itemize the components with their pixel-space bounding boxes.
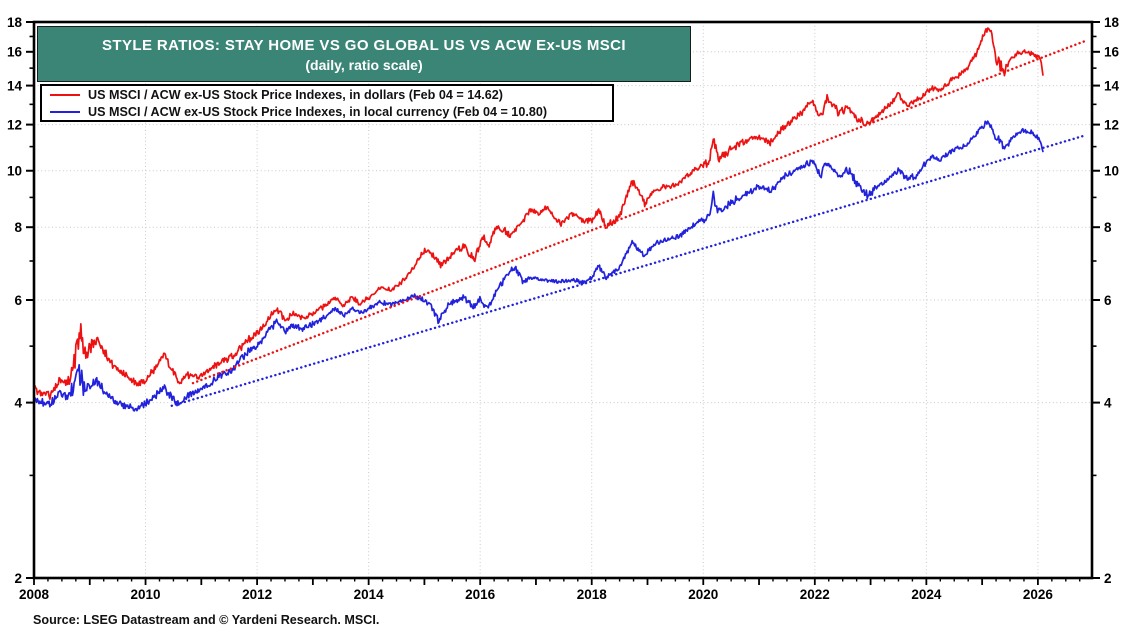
x-axis-label: 2018 — [577, 587, 608, 602]
x-axis-label: 2020 — [688, 587, 718, 602]
trendline-local-currency — [170, 134, 1087, 407]
legend-label-dollars: US MSCI / ACW ex-US Stock Price Indexes,… — [88, 87, 503, 102]
x-axis-label: 2026 — [1023, 587, 1054, 602]
x-axis-label: 2012 — [242, 587, 272, 602]
y-axis-label-left: 2 — [14, 571, 22, 586]
x-axis-label: 2010 — [131, 587, 161, 602]
chart-title-box: STYLE RATIOS: STAY HOME VS GO GLOBAL US … — [37, 26, 691, 82]
y-axis-label-left: 16 — [7, 45, 23, 60]
source-note: Source: LSEG Datastream and © Yardeni Re… — [33, 613, 380, 627]
y-axis-label-right: 4 — [1104, 395, 1112, 410]
chart-subtitle: (daily, ratio scale) — [305, 57, 423, 74]
y-axis-label-left: 8 — [14, 220, 22, 235]
y-axis-label-right: 18 — [1104, 15, 1120, 30]
legend-label-local-currency: US MSCI / ACW ex-US Stock Price Indexes,… — [88, 104, 548, 119]
legend-item-dollars: US MSCI / ACW ex-US Stock Price Indexes,… — [42, 87, 612, 103]
series-line-dollars — [33, 27, 1044, 401]
x-axis-label: 2022 — [800, 587, 830, 602]
y-axis-label-right: 6 — [1104, 293, 1112, 308]
blue-line-swatch — [50, 110, 80, 113]
legend-item-local-currency: US MSCI / ACW ex-US Stock Price Indexes,… — [42, 104, 612, 120]
chart-title: STYLE RATIOS: STAY HOME VS GO GLOBAL US … — [102, 36, 626, 54]
y-axis-label-right: 10 — [1104, 164, 1119, 179]
series-line-local-currency — [33, 120, 1044, 412]
y-axis-label-right: 14 — [1104, 78, 1120, 93]
x-axis-label: 2008 — [19, 587, 50, 602]
y-axis-label-left: 10 — [7, 164, 22, 179]
y-axis-label-right: 2 — [1104, 571, 1112, 586]
trendline-dollars — [191, 39, 1087, 385]
y-axis-label-left: 18 — [7, 15, 23, 30]
x-axis-label: 2016 — [465, 587, 496, 602]
x-axis-label: 2014 — [354, 587, 385, 602]
y-axis-label-right: 16 — [1104, 45, 1120, 60]
y-axis-label-left: 6 — [14, 293, 22, 308]
y-axis-label-left: 4 — [14, 395, 22, 410]
y-axis-label-right: 12 — [1104, 117, 1119, 132]
y-axis-label-right: 8 — [1104, 220, 1112, 235]
red-line-swatch — [50, 93, 80, 96]
legend-box: US MSCI / ACW ex-US Stock Price Indexes,… — [40, 84, 614, 122]
x-axis-label: 2024 — [911, 587, 942, 602]
y-axis-label-left: 14 — [7, 78, 23, 93]
y-axis-label-left: 12 — [7, 117, 22, 132]
